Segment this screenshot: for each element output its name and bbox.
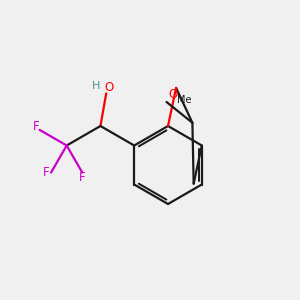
Text: Me: Me — [177, 95, 192, 106]
Text: F: F — [43, 166, 50, 179]
Text: F: F — [33, 120, 39, 133]
Text: O: O — [169, 88, 178, 101]
Text: O: O — [104, 82, 113, 94]
Text: F: F — [79, 170, 86, 184]
Text: H: H — [92, 81, 100, 91]
